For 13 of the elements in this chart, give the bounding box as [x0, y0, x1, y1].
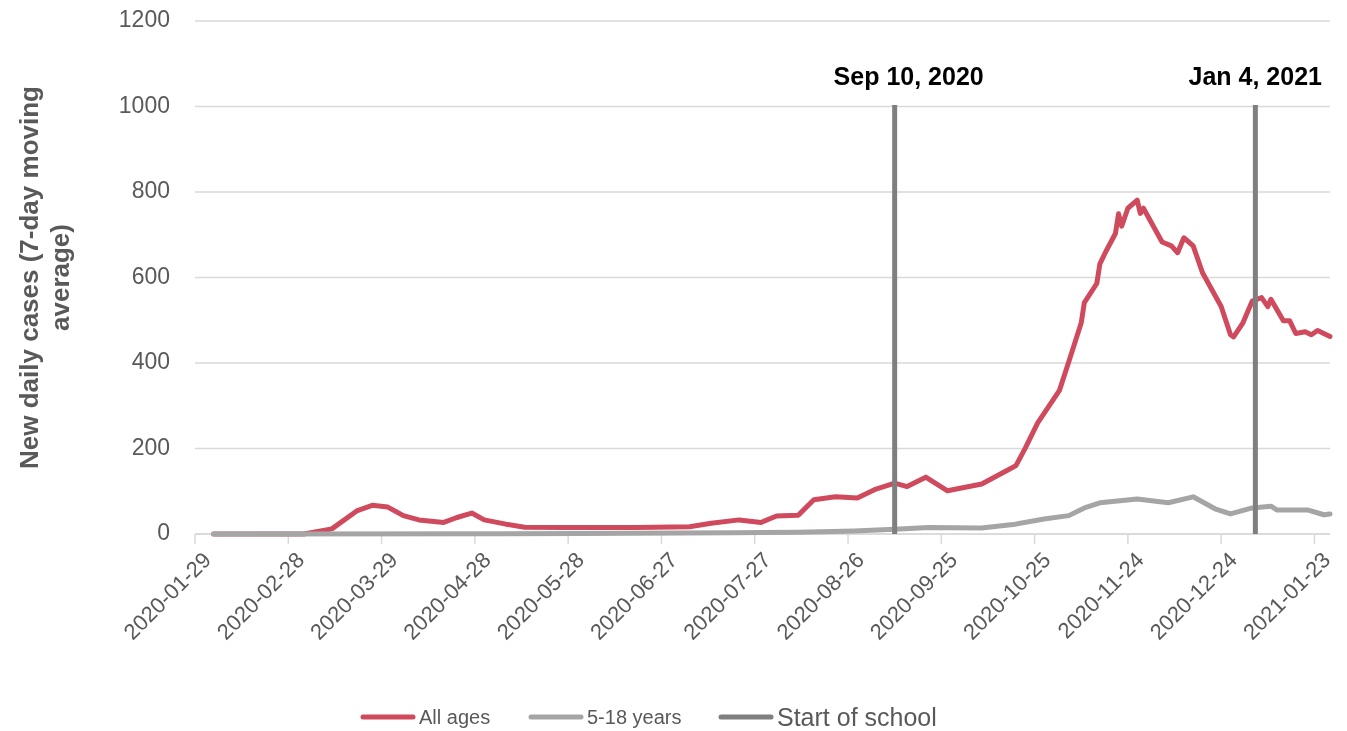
y-tick-label: 0: [157, 519, 170, 546]
legend-label: All ages: [419, 706, 491, 728]
y-tick-label: 1200: [118, 6, 170, 33]
text: Start of school: [777, 702, 937, 731]
y-tick-label: 1000: [118, 91, 170, 118]
y-axis-title: New daily cases (7-day moving average): [14, 86, 75, 469]
y-tick-label: 400: [131, 348, 170, 375]
ref-line-label: Jan 4, 2021: [1188, 62, 1323, 90]
y-tick-label: 600: [131, 262, 170, 289]
ref-line-label: Sep 10, 2020: [833, 62, 984, 90]
y-tick-label: 800: [131, 177, 170, 204]
legend-label: 5-18 years: [587, 706, 682, 728]
y-tick-label: 200: [131, 433, 170, 460]
